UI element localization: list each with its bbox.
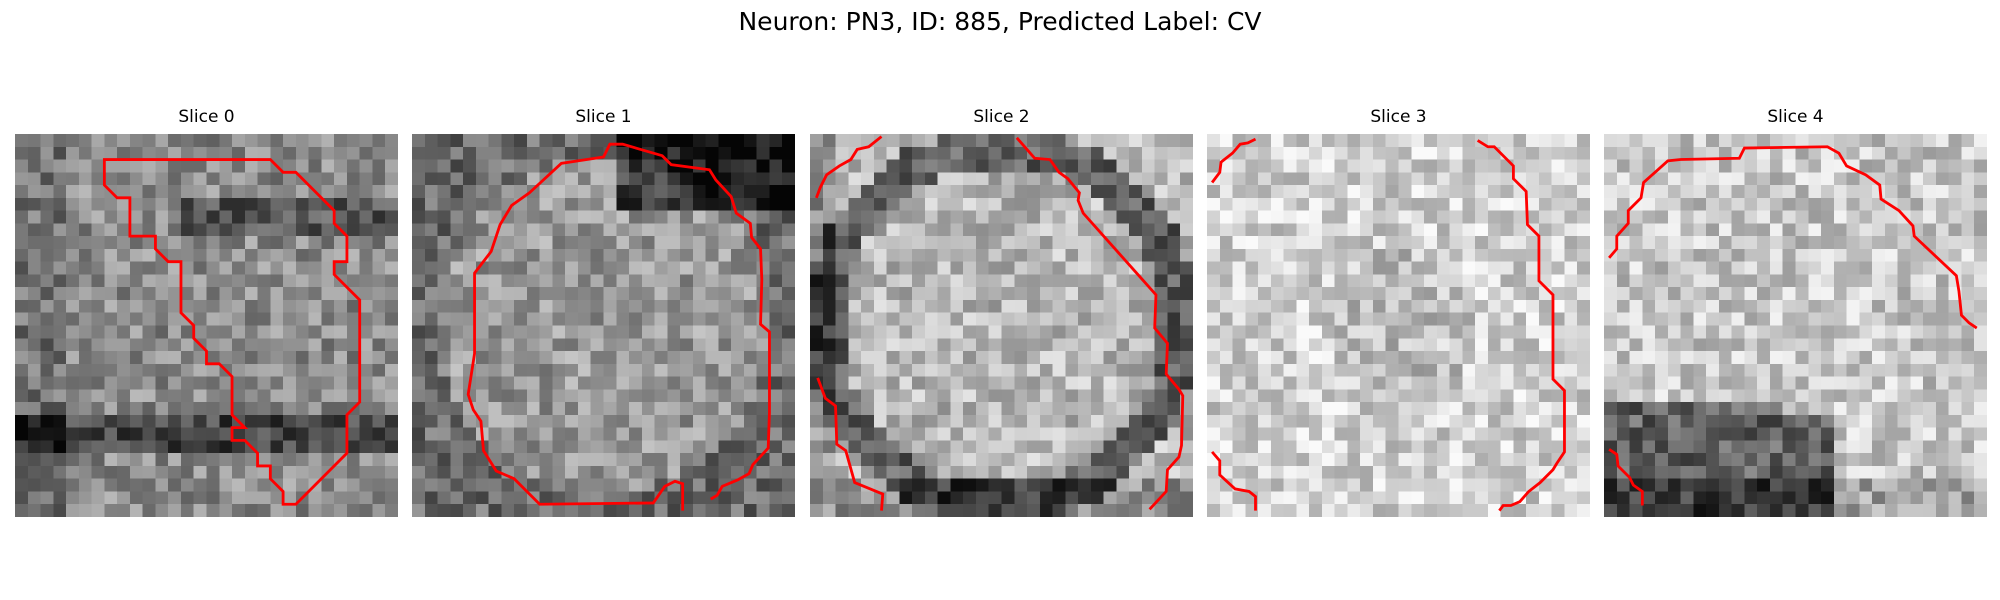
slice-title-1: Slice 1 [575, 107, 632, 127]
contour-line-4b [1608, 448, 1644, 506]
contour-line-4 [1608, 145, 1978, 330]
contour-line-2b [1015, 136, 1185, 511]
contour-line-3c [1211, 450, 1257, 511]
pixel-grid-2 [810, 134, 1193, 517]
slice-image-1 [412, 134, 795, 517]
contour-line-0 [102, 158, 362, 506]
pixel-grid-4 [1604, 134, 1987, 517]
contour-line-1 [466, 142, 771, 511]
slice-title-0: Slice 0 [178, 107, 235, 127]
contour-line-2c [816, 377, 885, 511]
contour-line-3 [1210, 137, 1257, 184]
figure-title: Neuron: PN3, ID: 885, Predicted Label: C… [738, 7, 1262, 36]
slice-image-0 [15, 134, 398, 517]
pixel-grid-3 [1207, 134, 1590, 517]
slice-image-4 [1604, 134, 1987, 517]
contour-line-3b [1476, 139, 1566, 512]
slice-image-2 [810, 134, 1193, 517]
contour-line-2 [815, 135, 883, 199]
slice-title-3: Slice 3 [1370, 107, 1427, 127]
slice-title-4: Slice 4 [1767, 107, 1824, 127]
pixel-grid-1 [412, 134, 795, 517]
slice-title-2: Slice 2 [973, 107, 1030, 127]
slice-image-3 [1207, 134, 1590, 517]
